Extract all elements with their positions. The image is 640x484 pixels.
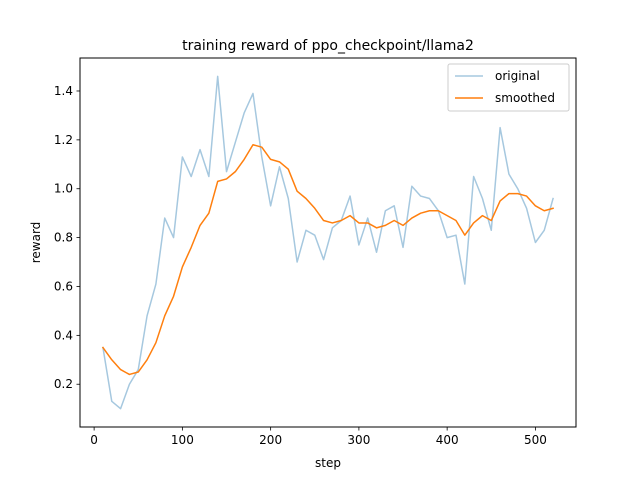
series-lines bbox=[101, 75, 554, 410]
chart-title: training reward of ppo_checkpoint/llama2 bbox=[182, 38, 474, 54]
y-tick-label: 1.0 bbox=[54, 182, 73, 196]
y-tick-label: 0.2 bbox=[54, 377, 73, 391]
x-tick-label: 400 bbox=[436, 433, 459, 447]
y-axis-label: reward bbox=[29, 222, 43, 264]
x-axis: 0 100 200 300 400 500 bbox=[90, 427, 547, 447]
legend-label-original: original bbox=[495, 69, 540, 83]
series-line-smoothed bbox=[101, 144, 554, 376]
legend: original smoothed bbox=[447, 63, 570, 112]
plot-area-frame bbox=[79, 57, 577, 428]
x-tick-label: 200 bbox=[259, 433, 282, 447]
x-tick-label: 100 bbox=[171, 433, 194, 447]
legend-label-smoothed: smoothed bbox=[495, 91, 555, 105]
y-tick-label: 0.8 bbox=[54, 231, 73, 245]
y-tick-label: 1.2 bbox=[54, 133, 73, 147]
x-axis-label: step bbox=[315, 456, 341, 470]
y-tick-label: 0.6 bbox=[54, 279, 73, 293]
y-axis: 0.2 0.4 0.6 0.8 1.0 1.2 1.4 bbox=[54, 84, 80, 391]
y-tick-label: 0.4 bbox=[54, 328, 73, 342]
x-tick-label: 300 bbox=[347, 433, 370, 447]
series-line-original bbox=[102, 75, 554, 410]
y-tick-label: 1.4 bbox=[54, 84, 73, 98]
x-tick-label: 0 bbox=[90, 433, 98, 447]
x-tick-label: 500 bbox=[524, 433, 547, 447]
